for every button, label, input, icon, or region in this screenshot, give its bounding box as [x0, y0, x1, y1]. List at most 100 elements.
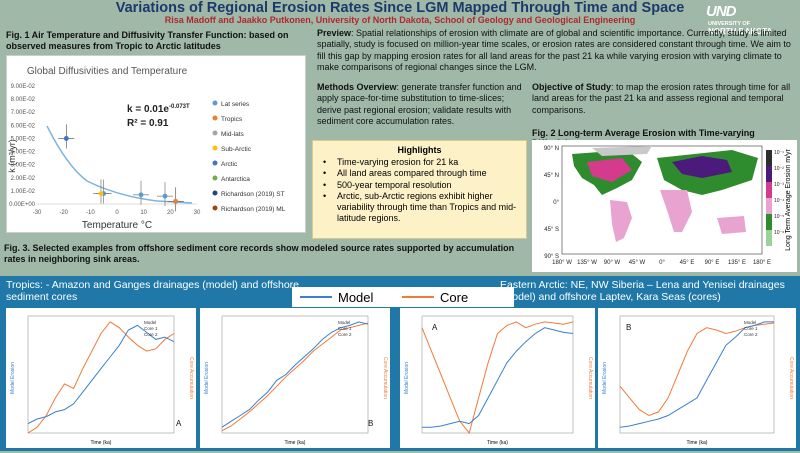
fig1-legend-label: Sub-Arctic [221, 146, 252, 153]
chart-xlabel: Time (ka) [687, 440, 708, 446]
fig1-ytick: 2.00E-02 [11, 176, 36, 182]
fig1-ytick: 5.00E-02 [11, 136, 36, 142]
poster-title: Variations of Regional Erosion Rates Sin… [115, 0, 685, 16]
fig1-svg: Global Diffusivities and Temperature k (… [7, 66, 286, 231]
fig1-legend-label: Richardson (2019) ST [221, 191, 285, 198]
chart-xlabel: Time (ka) [285, 440, 306, 446]
fig2-lat-label: 90° N [544, 146, 559, 152]
tropics-title: Tropics: - Amazon and Ganges drainages (… [6, 279, 299, 303]
chart-inline-legend: Model [144, 320, 156, 325]
objective-body: : to map the erosion rates through time … [532, 82, 791, 115]
fig1-legend-marker [212, 145, 218, 151]
fig2-lat-label: 90° S [544, 254, 559, 260]
logo-sub2: NORTH DAKOTA [708, 27, 773, 36]
legend-core-label: Core [440, 290, 468, 305]
fig1-legend-marker [212, 130, 218, 136]
chart-panel-label: B [626, 323, 631, 332]
fig1-point [98, 191, 104, 196]
fig2-lat-label: 45° N [544, 173, 559, 179]
model-series-line [27, 324, 175, 425]
fig2-lon-label: 180° W [552, 260, 572, 266]
fig1-point [162, 193, 168, 199]
preview-text: Preview: Spatial relationships of erosio… [317, 28, 796, 73]
fig2-colorbar-tick: 10⁻¹ [774, 150, 784, 156]
fig1-point [63, 136, 69, 141]
model-series-line [422, 327, 574, 428]
model-core-legend: Model Core [292, 287, 514, 307]
highlights-box: Highlights Time-varying erosion for 21 k… [312, 140, 527, 239]
preview-label: Preview [317, 28, 352, 38]
objective-label: Objective of Study [532, 82, 612, 92]
poster-authors: Risa Madoff and Jaakko Putkonen, Univers… [164, 15, 636, 25]
fig2-svg: 90° N 45° N 0° 45° S 90° S 180° W 135° W 90° W… [544, 145, 792, 266]
arctic-title: Eastern Arctic: NE, NW Siberia – Lena an… [500, 279, 785, 303]
south-america-land [610, 200, 632, 242]
chart-frame [221, 315, 369, 434]
chart-inline-legend: Core 1 [144, 326, 158, 331]
fig1-xtick: -20 [59, 210, 68, 216]
chart-ylabel-core: Core Accumulation [382, 357, 388, 399]
fig2-lon-label: 135° E [728, 260, 746, 266]
methods-body: : generate transfer function and apply s… [317, 82, 522, 126]
chart-frame [619, 315, 775, 434]
fig2-lon-label: 45° E [680, 260, 695, 266]
core-series-line [221, 322, 369, 432]
fig1-point [173, 198, 179, 204]
fig1-point [138, 192, 144, 198]
fig1-legend-marker [212, 100, 218, 106]
preview-body: : Spatial relationships of erosion with … [317, 28, 791, 72]
model-series-line [221, 321, 369, 428]
fig1-ytick: 7.00E-02 [11, 110, 36, 116]
core-series-line [421, 321, 574, 435]
model-series-line [619, 321, 774, 428]
fig2-colorbar-label: Long Term Average Erosion m/yr [785, 148, 792, 250]
fig1-legend-label: Mid-lats [221, 131, 245, 138]
fig1-xtick: 20 [167, 210, 174, 216]
fig1-legend-label: Antarctica [221, 176, 250, 183]
eurasia-highlight [672, 156, 732, 178]
fig2-lon-label: 45° W [629, 260, 646, 266]
fig1-ytick: 4.00E-02 [11, 150, 36, 156]
chart-inline-legend: Model [338, 320, 350, 325]
fig1-ytick: 6.00E-02 [11, 123, 36, 129]
chart-inline-legend: Core 2 [144, 332, 158, 337]
fig2-colorbar-tick: 10⁻³ [774, 182, 784, 188]
core-series-line [27, 321, 175, 434]
chart-xlabel: Time (ka) [91, 440, 112, 446]
fig2-lon-label: 180° E [753, 260, 771, 266]
fig1-legend-label: Arctic [221, 161, 238, 168]
fig2-colorbar-tick: 10⁻² [774, 166, 784, 172]
fig1-xtick: -10 [86, 210, 95, 216]
und-logo: UND UNIVERSITY OF NORTH DAKOTA [706, 3, 796, 36]
fig1-legend-label: Richardson (2019) ML [221, 206, 286, 213]
chart-panel-label: B [368, 419, 373, 428]
fig1-chart: Global Diffusivities and Temperature k (… [6, 55, 306, 233]
fig1-ytick: 0.00E+00 [9, 202, 36, 208]
chart-inline-legend: Core 1 [338, 326, 352, 331]
highlight-item: 500-year temporal resolution [323, 180, 526, 192]
fig1-xtick: -30 [33, 210, 42, 216]
chart-xlabel: Time (ka) [487, 440, 508, 446]
chart-ylabel-model: Model Erosion [10, 362, 16, 394]
fig2-lon-label: 90° W [604, 260, 621, 266]
fig2-colorbar: 10⁻¹ 10⁻² 10⁻³ 10⁻⁴ 10⁻⁵ 10⁻⁶ Long Term Avera… [766, 148, 792, 251]
fig3-caption: Fig. 3. Selected examples from offshore … [4, 243, 515, 264]
core-chart-arctic-b: Model Erosion Core Accumulation Time (ka) B… [598, 308, 796, 448]
highlight-item: Arctic, sub-Arctic regions exhibit highe… [323, 191, 526, 225]
africa-land [660, 190, 692, 232]
logo-sub1: UNIVERSITY OF [708, 21, 751, 27]
methods-label: Methods Overview [317, 82, 397, 92]
fig2-colorbar-tick: 10⁻⁴ [774, 198, 784, 204]
logo-main-text: UND [706, 3, 736, 20]
fig1-legend-marker [212, 205, 218, 211]
fig1-legend-marker [212, 190, 218, 196]
core-chart-tropics-a: Model Erosion Core Accumulation Time (ka) A… [6, 308, 196, 448]
fig1-equation: k = 0.01e-0.073T [127, 104, 190, 115]
greenland-land [592, 146, 652, 156]
core-chart-arctic-a: Model Erosion Core Accumulation Time (ka) A [400, 308, 595, 448]
chart-inline-legend: Core 1 [744, 326, 758, 331]
fig2-lon-label: 135° W [577, 260, 597, 266]
fig1-legend-label: Lat series [221, 101, 250, 108]
fig2-lat-label: 45° S [544, 227, 559, 233]
fig1-legend-label: Tropics [221, 116, 243, 123]
